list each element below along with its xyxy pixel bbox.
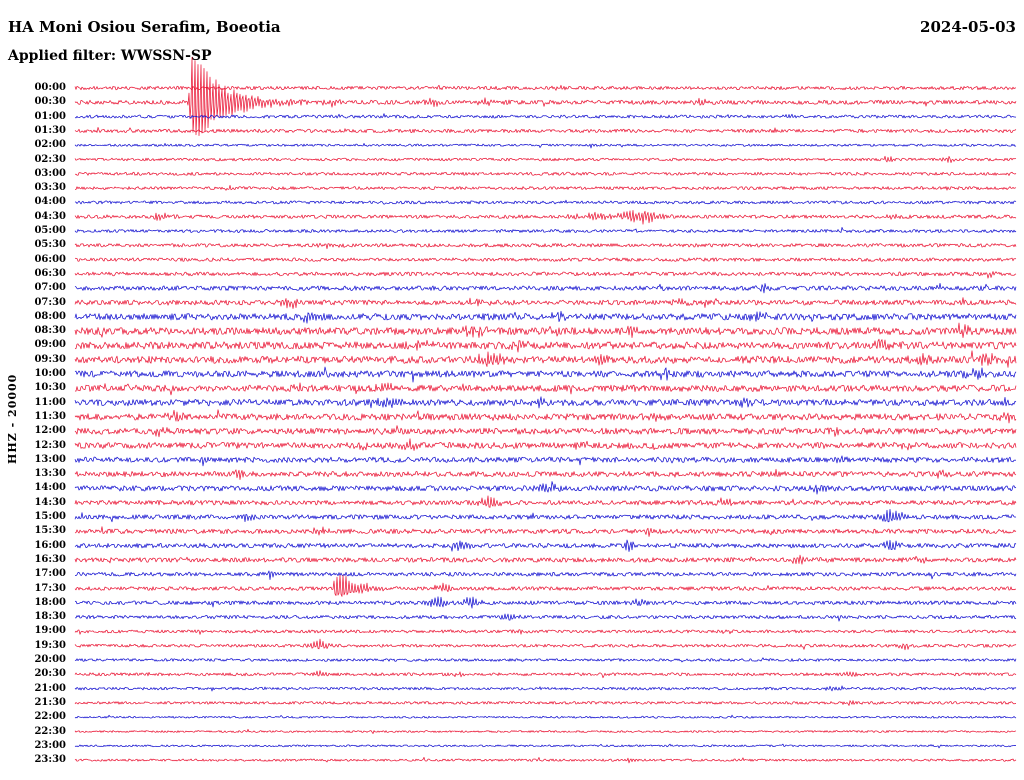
time-label: 21:30 xyxy=(34,696,66,708)
time-label: 18:00 xyxy=(34,596,66,608)
time-label: 04:30 xyxy=(34,210,66,222)
time-label: 14:00 xyxy=(34,482,66,494)
time-label: 13:00 xyxy=(34,453,66,465)
time-label: 23:30 xyxy=(34,754,66,766)
time-label: 01:00 xyxy=(34,110,66,122)
time-label: 00:00 xyxy=(34,82,66,93)
time-label: 21:00 xyxy=(34,682,66,694)
time-label: 01:30 xyxy=(34,124,66,136)
time-label: 20:00 xyxy=(34,654,66,665)
time-label: 17:30 xyxy=(34,582,66,594)
time-label: 23:00 xyxy=(34,739,66,751)
time-label: 16:00 xyxy=(34,539,66,551)
time-label: 15:30 xyxy=(34,525,66,537)
time-label: 14:30 xyxy=(34,496,66,508)
time-label: 15:00 xyxy=(34,511,66,522)
time-label: 17:00 xyxy=(34,568,66,580)
time-label: 18:30 xyxy=(34,611,66,623)
time-label: 06:30 xyxy=(34,267,66,279)
time-label: 19:30 xyxy=(34,639,66,651)
time-label: 09:00 xyxy=(34,339,66,351)
time-label: 03:00 xyxy=(34,167,66,179)
time-label: 05:30 xyxy=(34,239,66,251)
time-label: 07:00 xyxy=(34,282,66,294)
time-label: 06:00 xyxy=(34,253,66,265)
time-label: 08:00 xyxy=(34,310,66,322)
time-label: 22:30 xyxy=(34,725,66,737)
time-label: 11:00 xyxy=(34,396,66,408)
time-label: 12:30 xyxy=(34,439,66,451)
time-label: 11:30 xyxy=(34,410,66,422)
time-label: 12:00 xyxy=(34,425,66,437)
time-label: 13:30 xyxy=(34,468,66,480)
time-label: 07:30 xyxy=(34,296,66,308)
time-label: 10:00 xyxy=(34,368,66,379)
time-label: 08:30 xyxy=(34,325,66,337)
time-label: 10:30 xyxy=(34,382,66,394)
time-label: 16:30 xyxy=(34,553,66,565)
time-label: 05:00 xyxy=(34,225,66,236)
time-label: 22:00 xyxy=(34,711,66,723)
time-label: 04:00 xyxy=(34,196,66,208)
time-label: 02:00 xyxy=(34,139,66,151)
time-labels: 00:00 00:30 01:00 01:30 02:00 02:30 03:00 03:30… xyxy=(0,0,70,780)
time-label: 19:00 xyxy=(34,625,66,637)
time-label: 00:30 xyxy=(34,96,66,108)
time-label: 03:30 xyxy=(34,182,66,194)
time-label: 20:30 xyxy=(34,668,66,680)
time-label: 09:30 xyxy=(34,353,66,365)
time-label: 02:30 xyxy=(34,153,66,165)
